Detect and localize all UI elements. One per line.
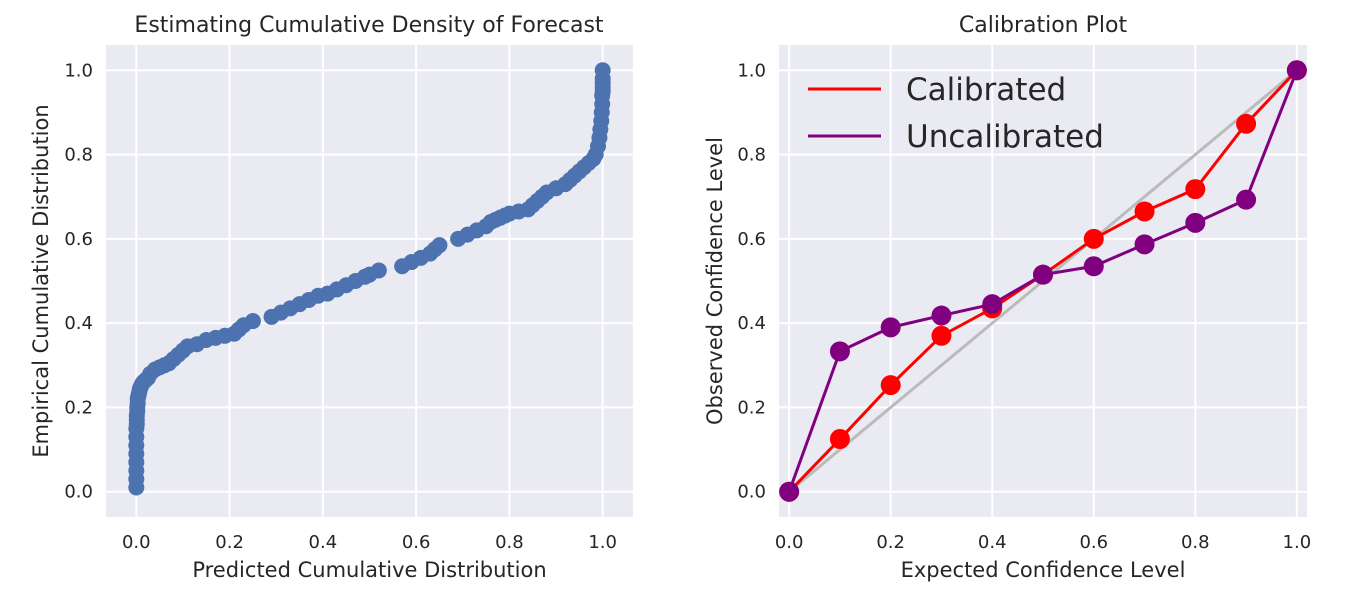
uncalibrated-point — [1185, 212, 1206, 233]
cdf-y-tick-label: 0.0 — [64, 482, 93, 503]
uncalibrated-point — [779, 481, 800, 502]
cdf-title: Estimating Cumulative Density of Forecas… — [134, 13, 604, 38]
legend-calibrated-label: Calibrated — [906, 72, 1066, 108]
calibration-y-axis-label: Observed Confidence Level — [703, 137, 727, 425]
uncalibrated-point — [1033, 264, 1053, 285]
cdf-x-tick-label: 0.6 — [402, 532, 431, 553]
calibration-x-axis-label: Expected Confidence Level — [901, 558, 1186, 582]
cdf-x-tick-label: 1.0 — [588, 532, 617, 553]
cdf-x-tick-label: 0.8 — [495, 532, 524, 553]
uncalibrated-point — [1286, 60, 1307, 81]
calibrated-point — [1185, 179, 1206, 200]
cdf-y-tick-label: 0.8 — [64, 145, 93, 166]
cdf-x-axis-label: Predicted Cumulative Distribution — [192, 558, 546, 582]
cdf-y-tick-label: 0.4 — [64, 313, 93, 334]
cdf-x-tick-label: 0.0 — [122, 532, 151, 553]
cdf-point — [594, 62, 611, 79]
uncalibrated-point — [829, 341, 850, 362]
calibration-y-tick-label: 0.2 — [737, 397, 766, 418]
cdf-y-tick-label: 0.6 — [64, 229, 93, 250]
uncalibrated-point — [880, 317, 901, 338]
cdf-point — [244, 313, 261, 330]
calibration-x-tick-label: 0.4 — [978, 532, 1007, 553]
uncalibrated-point — [1134, 234, 1155, 255]
calibration-y-tick-label: 0.8 — [737, 145, 766, 166]
calibration-x-tick-label: 0.2 — [876, 532, 905, 553]
cdf-y-axis-label: Empirical Cumulative Distribution — [29, 104, 53, 457]
calibration-y-tick-label: 0.4 — [737, 313, 766, 334]
cdf-panel: 0.0 0.2 0.4 0.6 0.8 1.0 0.0 0.2 0.4 0.6 0.8 1.0 Esti… — [29, 13, 633, 582]
calibrated-point — [1083, 228, 1104, 249]
cdf-point — [431, 237, 448, 254]
cdf-y-tick-label: 1.0 — [64, 60, 93, 81]
calibration-x-tick-label: 0.0 — [775, 532, 804, 553]
calibrated-point — [1236, 113, 1257, 134]
uncalibrated-point — [1236, 189, 1257, 210]
calibration-y-tick-label: 1.0 — [737, 60, 766, 81]
calibrated-point — [829, 429, 850, 450]
calibration-x-tick-label: 0.6 — [1079, 532, 1108, 553]
cdf-point — [370, 262, 387, 279]
calibrated-point — [931, 325, 952, 346]
calibration-y-tick-label: 0.0 — [737, 482, 766, 503]
calibration-y-tick-label: 0.6 — [737, 229, 766, 250]
cdf-x-tick-label: 0.2 — [215, 532, 244, 553]
uncalibrated-point — [982, 294, 1003, 315]
calibration-title: Calibration Plot — [959, 13, 1128, 38]
uncalibrated-point — [931, 305, 952, 326]
cdf-y-tick-label: 0.2 — [64, 397, 93, 418]
uncalibrated-point — [1083, 256, 1104, 277]
calibration-panel: 0.0 0.2 0.4 0.6 0.8 1.0 0.0 0.2 0.4 0.6 0.8 1.0 Cali… — [703, 13, 1311, 582]
cdf-x-tick-label: 0.4 — [309, 532, 338, 553]
calibrated-point — [1134, 201, 1155, 222]
calibration-x-tick-label: 0.8 — [1181, 532, 1210, 553]
calibration-x-tick-label: 1.0 — [1283, 532, 1312, 553]
calibrated-point — [880, 375, 901, 396]
legend-uncalibrated-label: Uncalibrated — [906, 119, 1104, 155]
